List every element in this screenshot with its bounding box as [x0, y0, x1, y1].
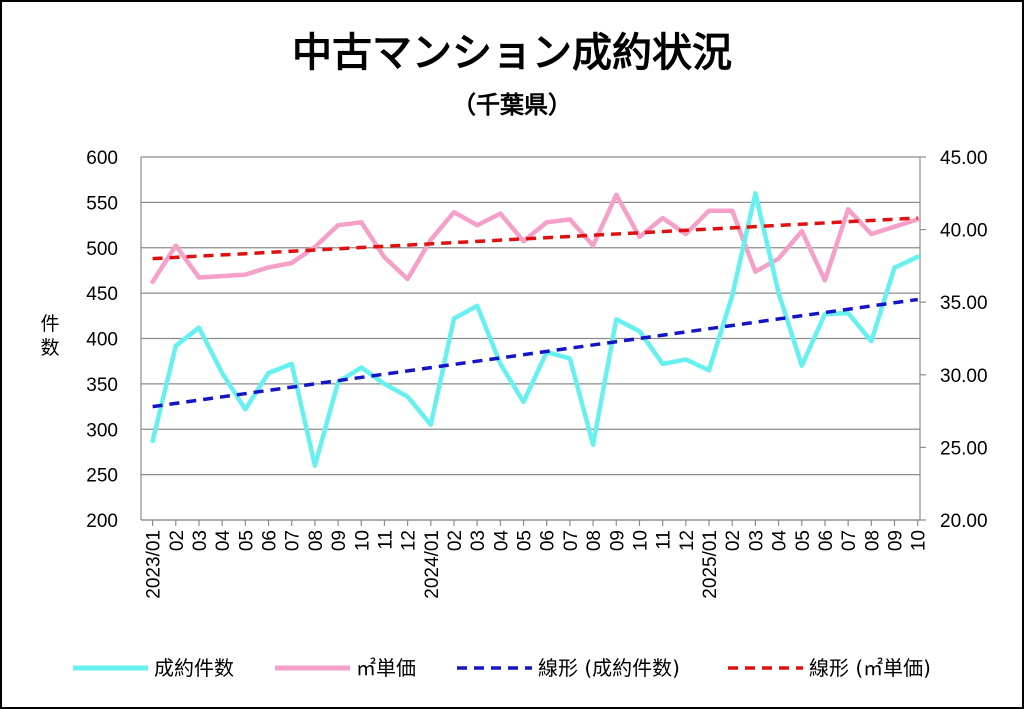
- series-line-1: [150, 192, 920, 285]
- y-left-tick-label: 600: [86, 148, 118, 169]
- x-tick-label: 03: [468, 530, 489, 551]
- x-tick-label: 09: [885, 530, 906, 551]
- legend-label-0: 成約件数: [154, 656, 234, 680]
- x-tick-label: 09: [329, 530, 350, 551]
- y-axis-label: 件数: [40, 313, 59, 359]
- grid-lines: [141, 156, 926, 521]
- x-tick-label: 03: [190, 530, 211, 551]
- x-tick-label: 11: [375, 530, 396, 550]
- x-tick-label: 2024/01: [422, 530, 443, 599]
- x-tick-label: 08: [306, 530, 327, 551]
- y-right-tick-label: 20.00: [940, 511, 988, 532]
- series-line-0: [150, 191, 920, 468]
- x-tick-label: 09: [607, 530, 628, 551]
- x-tick-label: 08: [862, 530, 883, 551]
- x-tick-label: 10: [352, 530, 373, 551]
- chart-subtitle: （千葉県）: [452, 91, 572, 119]
- series-line-3: [152, 216, 918, 261]
- y-axis-label-char: 数: [40, 337, 59, 359]
- x-tick-label: 07: [283, 530, 304, 551]
- x-tick-label: 05: [793, 530, 814, 551]
- y-left-tick-label: 250: [86, 466, 118, 487]
- y-right-tick-label: 25.00: [940, 438, 988, 459]
- x-tick-label: 02: [167, 530, 188, 551]
- x-tick-label: 2025/01: [700, 530, 721, 599]
- y-left-tick-label: 450: [86, 284, 118, 305]
- x-tick-label: 06: [538, 530, 559, 551]
- x-tick-label: 06: [816, 530, 837, 551]
- y-right-tick-label: 40.00: [940, 221, 988, 242]
- series-layer: [150, 191, 920, 468]
- y-left-tick-label: 500: [86, 239, 118, 260]
- axes: [140, 157, 921, 526]
- x-tick-label: 04: [213, 530, 234, 552]
- y-right-tick-label: 30.00: [940, 366, 988, 387]
- legend-label-2: 線形 (成約件数): [538, 656, 680, 680]
- x-tick-label: 05: [515, 530, 536, 551]
- tick-labels: 200 250 300 350 400 450 500 550 600 20.00 25.00 30.…: [86, 148, 987, 599]
- x-tick-label: 06: [260, 530, 281, 551]
- x-tick-label: 2023/01: [144, 530, 165, 599]
- y-left-tick-label: 400: [86, 330, 118, 351]
- x-tick-label: 07: [561, 530, 582, 551]
- x-tick-label: 10: [909, 530, 930, 551]
- y-left-tick-label: 200: [86, 511, 118, 532]
- y-axis-label-char: 件: [40, 313, 59, 335]
- x-tick-label: 02: [723, 530, 744, 551]
- legend-label-1: ㎡単価: [356, 656, 416, 680]
- legend-label-3: 線形 (㎡単価): [809, 656, 931, 680]
- x-tick-label: 10: [630, 530, 651, 551]
- y-left-tick-label: 350: [86, 375, 118, 396]
- x-tick-label: 07: [839, 530, 860, 551]
- series-line-2: [152, 297, 918, 409]
- y-right-tick-label: 45.00: [940, 148, 988, 169]
- y-right-tick-label: 35.00: [940, 293, 988, 314]
- x-tick-label: 04: [491, 530, 512, 552]
- y-left-tick-label: 300: [86, 420, 118, 441]
- x-tick-label: 08: [584, 530, 605, 551]
- legend: 成約件数 ㎡単価 線形 (成約件数) 線形 (㎡単価): [73, 656, 931, 680]
- y-left-tick-label: 550: [86, 193, 118, 214]
- x-tick-label: 05: [236, 530, 257, 551]
- x-tick-label: 02: [445, 530, 466, 551]
- chart-title: 中古マンション成約状況: [292, 30, 732, 76]
- x-tick-label: 12: [399, 530, 420, 551]
- x-tick-label: 04: [770, 530, 791, 552]
- x-tick-label: 03: [746, 530, 767, 551]
- x-tick-label: 11: [654, 530, 675, 550]
- x-tick-label: 12: [677, 530, 698, 551]
